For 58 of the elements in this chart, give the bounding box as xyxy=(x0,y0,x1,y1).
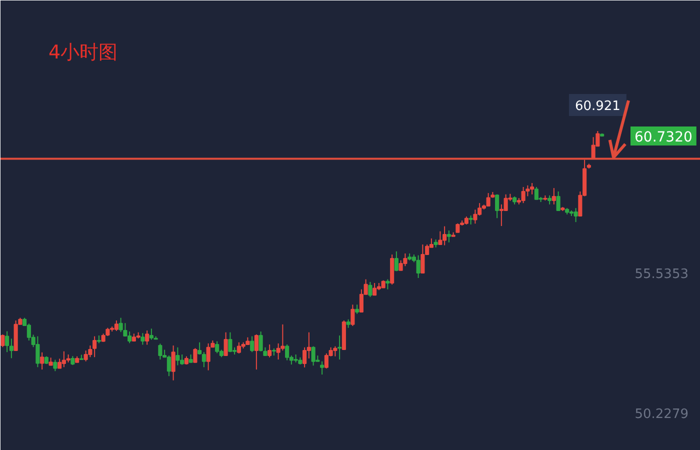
candlestick xyxy=(446,230,451,243)
candlestick xyxy=(198,342,202,355)
candlestick xyxy=(5,330,10,353)
candlestick xyxy=(0,334,5,348)
candlestick xyxy=(320,360,324,376)
candlestick xyxy=(254,334,258,370)
candlestick xyxy=(268,344,272,358)
candlestick xyxy=(224,332,228,356)
candlestick xyxy=(355,304,360,314)
candlestick xyxy=(193,348,198,364)
candlestick xyxy=(552,188,556,205)
candlestick xyxy=(574,208,578,223)
candlestick xyxy=(338,334,342,360)
candlestick xyxy=(420,244,425,274)
candlestick xyxy=(206,342,210,371)
candlestick xyxy=(473,209,478,224)
candlestick xyxy=(504,194,508,212)
candlestick xyxy=(228,332,232,353)
y-tick-label: 55.5353 xyxy=(634,267,689,282)
y-tick-label: 50.2279 xyxy=(634,407,689,422)
candlestick xyxy=(258,331,263,352)
candlestick xyxy=(302,346,307,368)
annotation: 60.7320 xyxy=(634,130,692,146)
candlestick xyxy=(372,282,377,296)
candlestick xyxy=(285,344,290,361)
candlestick xyxy=(386,278,390,290)
annotation: 60.921 xyxy=(574,99,620,114)
candlestick xyxy=(416,254,420,278)
candlestick xyxy=(58,358,62,369)
candlestick xyxy=(40,352,44,370)
candlestick xyxy=(166,355,171,377)
candlestick xyxy=(486,192,490,208)
candlestick xyxy=(250,336,254,353)
candlestick xyxy=(53,359,58,372)
candlestick xyxy=(311,346,316,366)
candlestick xyxy=(9,338,14,359)
candlestick xyxy=(176,346,180,366)
candlestick xyxy=(88,345,92,358)
candlestick xyxy=(350,304,355,326)
candlestick xyxy=(394,250,398,272)
candlestick xyxy=(403,252,408,267)
candlestick xyxy=(145,330,150,346)
candlestick xyxy=(202,352,206,368)
candlestick xyxy=(114,320,118,332)
candlestick xyxy=(36,336,40,368)
candlestick xyxy=(158,343,162,360)
candlestick xyxy=(333,346,338,357)
candlestick xyxy=(556,190,560,211)
candlestick xyxy=(140,332,145,346)
candlestick xyxy=(118,317,123,333)
candlestick xyxy=(171,345,176,381)
text: 4小时图 xyxy=(48,42,118,64)
candlestick xyxy=(215,340,220,354)
candlestick xyxy=(521,186,526,204)
candlestick xyxy=(438,230,442,245)
candlestick xyxy=(495,194,500,219)
candlestick xyxy=(92,336,97,358)
candlestick xyxy=(368,281,372,298)
